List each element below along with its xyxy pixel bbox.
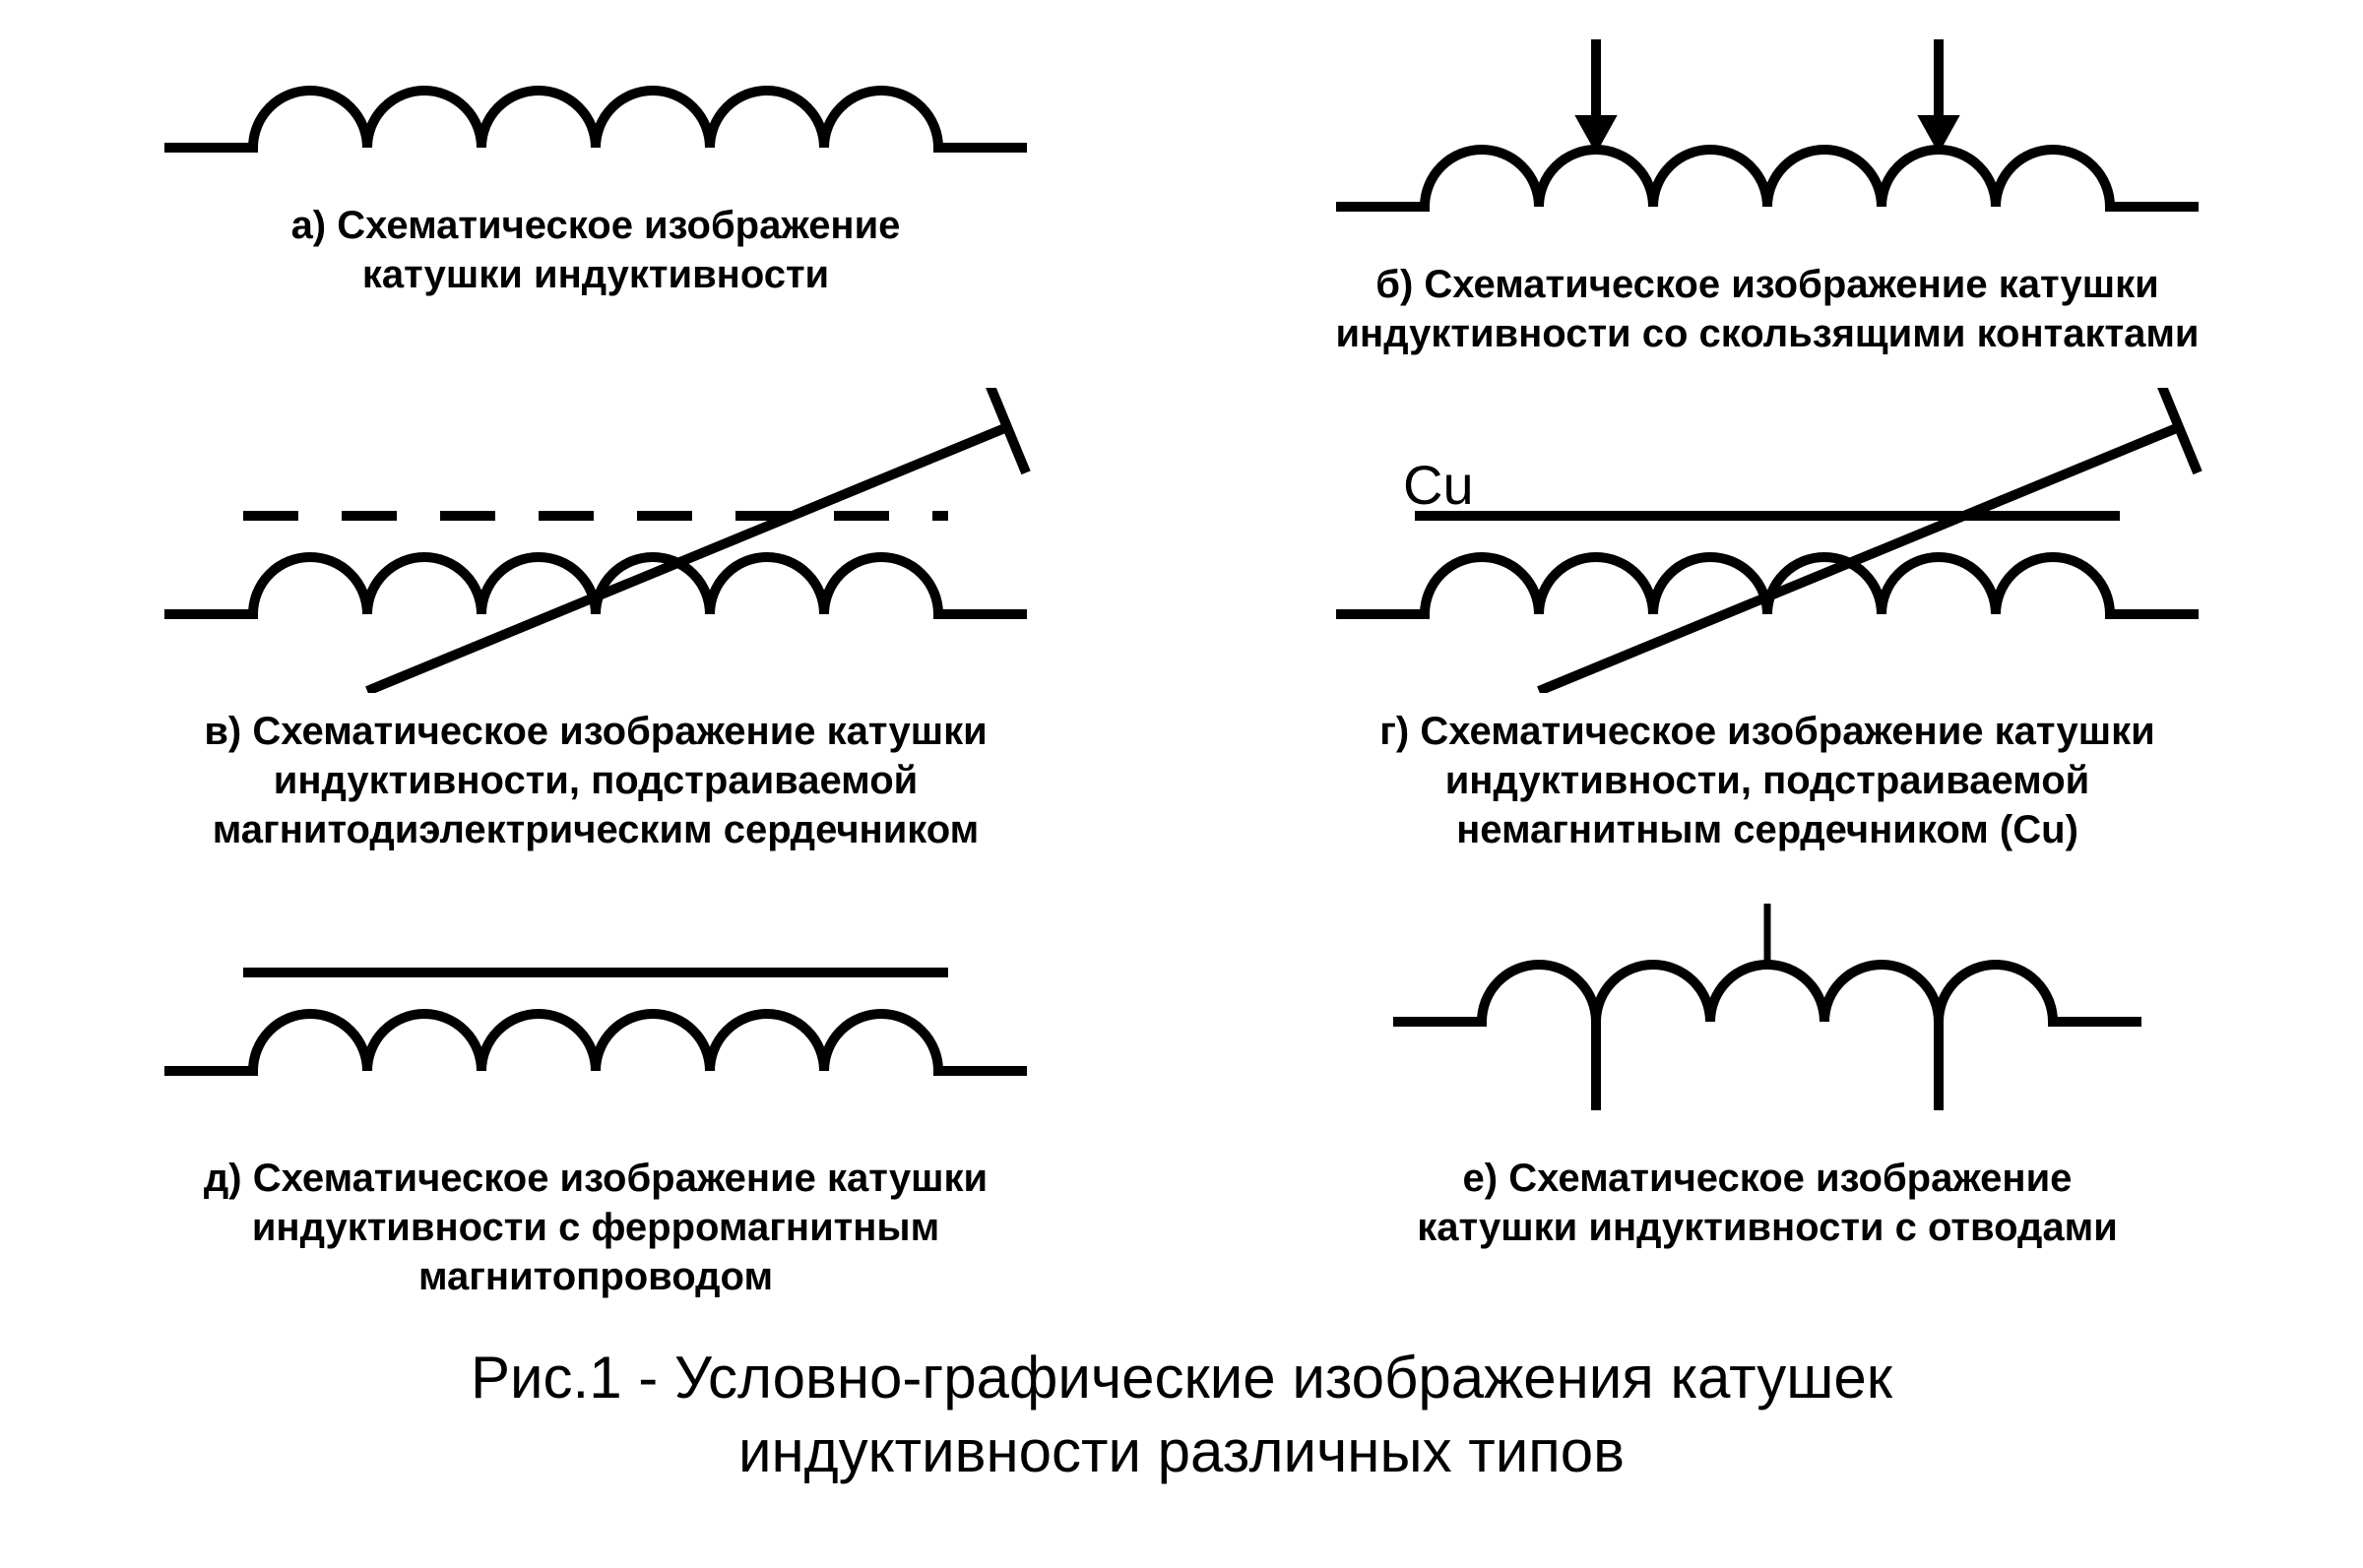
inductor-d <box>103 884 1088 1140</box>
cell-a: а) Схематическое изображение катушки инд… <box>39 30 1152 358</box>
caption-e: е) Схематическое изображение катушки инд… <box>1417 1154 2118 1252</box>
figure-caption: Рис.1 - Условно-графические изображения … <box>0 1341 2363 1488</box>
diagram-grid: а) Схематическое изображение катушки инд… <box>0 0 2363 1301</box>
caption-v: в) Схематическое изображение катушки инд… <box>204 707 987 854</box>
cell-v: в) Схематическое изображение катушки инд… <box>39 388 1152 854</box>
inductor-g: Cu <box>1275 388 2260 693</box>
caption-a: а) Схематическое изображение катушки инд… <box>291 201 901 299</box>
caption-d: д) Схематическое изображение катушки инд… <box>204 1154 988 1301</box>
inductor-e <box>1275 884 2260 1140</box>
cell-e: е) Схематическое изображение катушки инд… <box>1211 884 2324 1301</box>
cu-label: Cu <box>1403 454 1474 516</box>
caption-b: б) Схематическое изображение катушки инд… <box>1335 260 2199 358</box>
inductor-v <box>103 388 1088 693</box>
inductor-a <box>103 30 1088 187</box>
inductor-b <box>1275 30 2260 246</box>
cell-g: Cu г) Схематическое изображение катушки … <box>1211 388 2324 854</box>
cell-d: д) Схематическое изображение катушки инд… <box>39 884 1152 1301</box>
cell-b: б) Схематическое изображение катушки инд… <box>1211 30 2324 358</box>
caption-g: г) Схематическое изображение катушки инд… <box>1379 707 2154 854</box>
